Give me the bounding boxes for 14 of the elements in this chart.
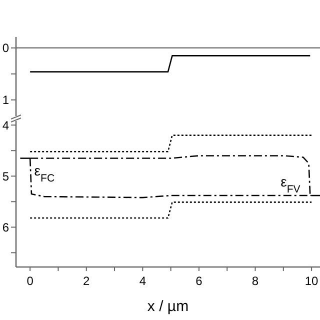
annotation: ε$_{FC}$	[34, 162, 55, 184]
x-tick-label: 8	[252, 274, 259, 288]
x-tick-label: 2	[83, 274, 90, 288]
y-tick-label: 0	[2, 41, 10, 56]
x-tick-label: 10	[304, 274, 319, 288]
y-tick-label: 6	[2, 220, 10, 234]
annotation: ε$_{FV}$	[280, 174, 300, 196]
x-tick-label: 0	[26, 274, 34, 288]
x-tick-label: 6	[196, 274, 203, 288]
y-tick-label: 5	[2, 169, 10, 184]
x-axis-title: x / µm	[147, 298, 189, 315]
y-tick-label: 4	[2, 118, 10, 132]
y-tick-label: 1	[2, 93, 10, 108]
x-tick-label: 4	[139, 274, 146, 288]
